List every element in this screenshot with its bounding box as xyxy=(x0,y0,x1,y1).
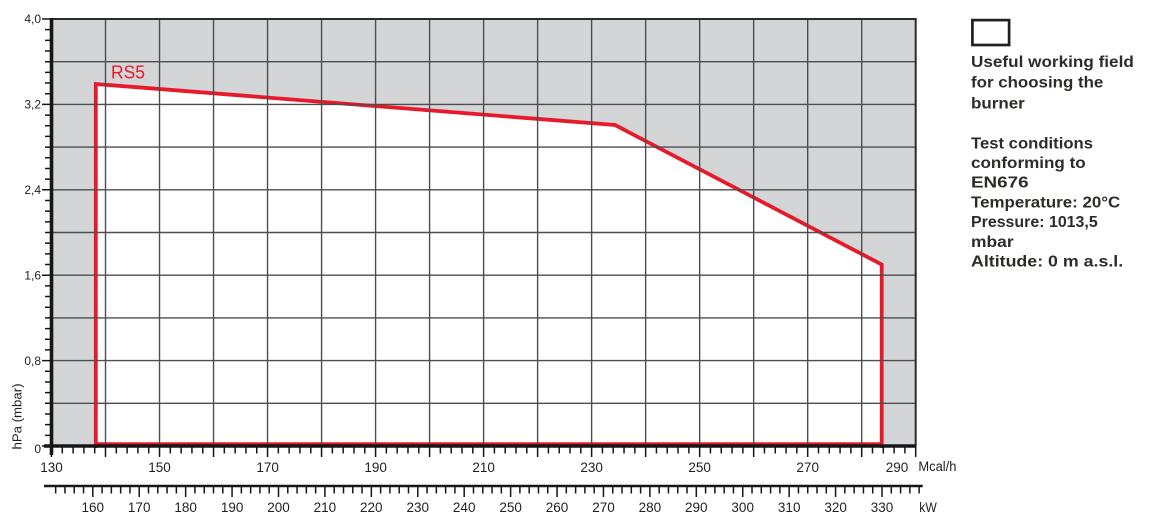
svg-text:240: 240 xyxy=(453,500,476,515)
svg-text:220: 220 xyxy=(360,500,383,515)
svg-text:170: 170 xyxy=(128,500,151,515)
svg-text:230: 230 xyxy=(407,500,430,515)
svg-text:Test conditions: Test conditions xyxy=(971,135,1093,152)
svg-text:kW: kW xyxy=(919,500,937,515)
svg-text:190: 190 xyxy=(364,460,387,475)
svg-text:320: 320 xyxy=(824,500,847,515)
svg-text:Temperature: 20°C: Temperature: 20°C xyxy=(971,194,1120,211)
svg-text:mbar: mbar xyxy=(971,234,1014,251)
svg-text:130: 130 xyxy=(40,460,63,475)
svg-text:4,0: 4,0 xyxy=(24,12,41,26)
svg-text:200: 200 xyxy=(267,500,290,515)
svg-text:150: 150 xyxy=(148,460,171,475)
svg-text:conforming to: conforming to xyxy=(971,155,1086,172)
svg-text:RS5: RS5 xyxy=(111,62,145,83)
svg-text:160: 160 xyxy=(82,500,105,515)
svg-text:230: 230 xyxy=(580,460,603,475)
svg-text:burner: burner xyxy=(971,95,1025,112)
svg-text:2,4: 2,4 xyxy=(24,183,41,197)
svg-text:Pressure: 1013,5: Pressure: 1013,5 xyxy=(971,214,1098,231)
svg-text:0,8: 0,8 xyxy=(24,354,41,368)
svg-text:190: 190 xyxy=(221,500,244,515)
svg-text:270: 270 xyxy=(592,500,615,515)
svg-text:Mcal/h: Mcal/h xyxy=(918,459,956,474)
svg-text:3,2: 3,2 xyxy=(24,98,41,112)
svg-text:210: 210 xyxy=(472,460,495,475)
svg-text:300: 300 xyxy=(731,500,754,515)
svg-text:for choosing the: for choosing the xyxy=(971,75,1104,92)
svg-text:170: 170 xyxy=(256,460,279,475)
svg-text:hPa (mbar): hPa (mbar) xyxy=(11,384,25,450)
svg-text:260: 260 xyxy=(546,500,569,515)
svg-text:0: 0 xyxy=(34,442,41,456)
svg-text:1,6: 1,6 xyxy=(24,268,41,282)
svg-text:Altitude: 0 m a.s.l.: Altitude: 0 m a.s.l. xyxy=(971,254,1123,271)
svg-text:290: 290 xyxy=(685,500,708,515)
svg-text:310: 310 xyxy=(778,500,801,515)
svg-text:Useful working field: Useful working field xyxy=(971,54,1134,71)
svg-text:290: 290 xyxy=(886,460,909,475)
svg-text:180: 180 xyxy=(174,500,197,515)
svg-text:250: 250 xyxy=(688,460,711,475)
svg-text:330: 330 xyxy=(871,500,894,515)
svg-text:270: 270 xyxy=(796,460,819,475)
svg-text:280: 280 xyxy=(639,500,662,515)
svg-text:250: 250 xyxy=(499,500,522,515)
svg-text:EN676: EN676 xyxy=(971,175,1029,192)
svg-text:210: 210 xyxy=(314,500,337,515)
